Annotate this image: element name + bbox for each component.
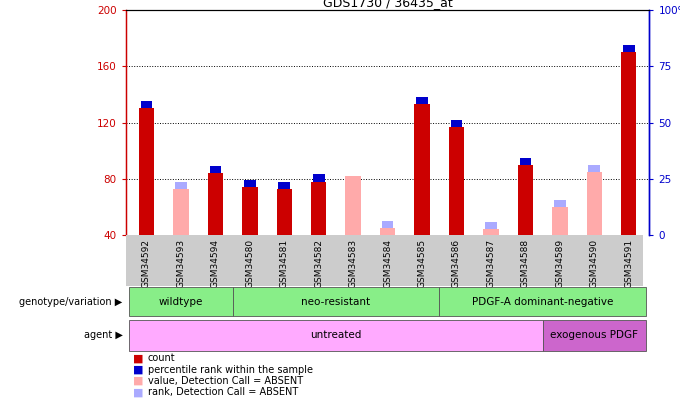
Bar xyxy=(416,97,428,104)
Bar xyxy=(543,320,646,351)
Bar xyxy=(587,172,602,235)
Text: value, Detection Call = ABSENT: value, Detection Call = ABSENT xyxy=(148,376,303,386)
Text: untreated: untreated xyxy=(310,330,362,340)
Text: ■: ■ xyxy=(133,354,143,363)
Bar xyxy=(621,52,636,235)
Bar xyxy=(277,189,292,235)
Text: GSM34580: GSM34580 xyxy=(245,239,254,288)
Text: ■: ■ xyxy=(133,365,143,375)
Bar xyxy=(449,127,464,235)
Text: wildtype: wildtype xyxy=(158,297,203,307)
Bar xyxy=(139,109,154,235)
Text: GSM34590: GSM34590 xyxy=(590,239,599,288)
Text: GSM34594: GSM34594 xyxy=(211,239,220,288)
Bar xyxy=(311,181,326,235)
Bar xyxy=(129,287,233,316)
Bar xyxy=(483,229,498,235)
Bar xyxy=(517,165,533,235)
Text: ■: ■ xyxy=(133,376,143,386)
Bar xyxy=(278,181,290,189)
Text: ■: ■ xyxy=(133,388,143,397)
Text: agent ▶: agent ▶ xyxy=(84,330,122,340)
Bar xyxy=(129,320,543,351)
Bar xyxy=(207,173,223,235)
Bar xyxy=(451,120,462,127)
Bar xyxy=(439,287,646,316)
Text: GSM34584: GSM34584 xyxy=(383,239,392,288)
Bar xyxy=(381,221,394,228)
Text: GSM34585: GSM34585 xyxy=(418,239,426,288)
Text: GSM34588: GSM34588 xyxy=(521,239,530,288)
Bar xyxy=(175,181,187,189)
Text: GSM34582: GSM34582 xyxy=(314,239,323,288)
Bar xyxy=(554,200,566,207)
Text: GSM34587: GSM34587 xyxy=(486,239,496,288)
Bar xyxy=(233,287,439,316)
Text: count: count xyxy=(148,354,175,363)
Bar xyxy=(313,175,324,181)
Bar xyxy=(485,222,497,229)
Text: GSM34586: GSM34586 xyxy=(452,239,461,288)
Text: exogenous PDGF: exogenous PDGF xyxy=(550,330,639,340)
Text: GSM34591: GSM34591 xyxy=(624,239,633,288)
Bar xyxy=(141,101,152,109)
Text: PDGF-A dominant-negative: PDGF-A dominant-negative xyxy=(472,297,613,307)
Text: GSM34583: GSM34583 xyxy=(349,239,358,288)
Bar xyxy=(380,228,395,235)
Text: genotype/variation ▶: genotype/variation ▶ xyxy=(19,297,122,307)
Bar xyxy=(552,207,568,235)
Text: GSM34592: GSM34592 xyxy=(142,239,151,288)
Text: neo-resistant: neo-resistant xyxy=(301,297,371,307)
Bar xyxy=(242,187,258,235)
Text: rank, Detection Call = ABSENT: rank, Detection Call = ABSENT xyxy=(148,388,298,397)
Bar xyxy=(623,45,634,52)
Text: percentile rank within the sample: percentile rank within the sample xyxy=(148,365,313,375)
Bar xyxy=(520,158,531,165)
Bar xyxy=(244,180,256,187)
Bar xyxy=(209,166,221,173)
Bar xyxy=(588,165,600,172)
Bar xyxy=(345,176,361,235)
Bar xyxy=(414,104,430,235)
Bar xyxy=(173,189,188,235)
Text: GSM34593: GSM34593 xyxy=(176,239,186,288)
Text: GSM34589: GSM34589 xyxy=(556,239,564,288)
Title: GDS1730 / 36435_at: GDS1730 / 36435_at xyxy=(323,0,452,9)
Text: GSM34581: GSM34581 xyxy=(279,239,289,288)
